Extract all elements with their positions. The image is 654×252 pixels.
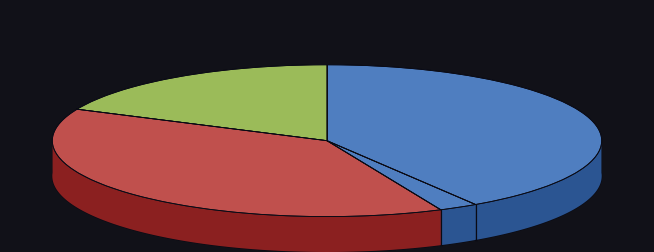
Polygon shape	[52, 110, 441, 217]
Ellipse shape	[52, 101, 602, 252]
Ellipse shape	[52, 66, 602, 217]
Polygon shape	[52, 138, 441, 252]
Polygon shape	[475, 138, 602, 240]
Polygon shape	[441, 205, 475, 245]
Polygon shape	[77, 66, 327, 141]
Polygon shape	[327, 141, 475, 210]
Polygon shape	[327, 66, 602, 205]
